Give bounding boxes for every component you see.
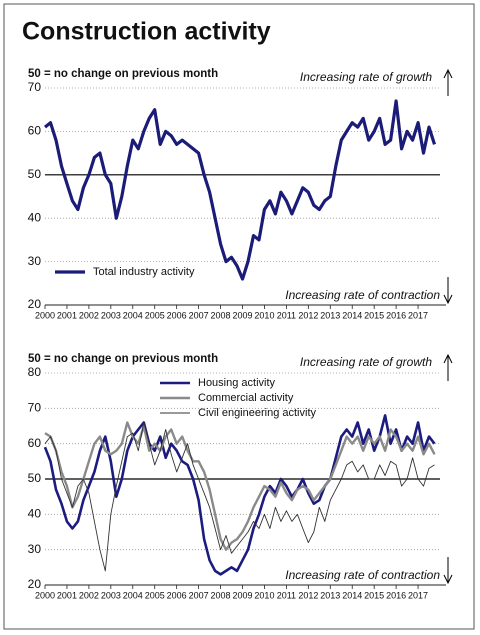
x-tick-label: 2017: [408, 590, 428, 600]
x-tick-label: 2007: [189, 590, 209, 600]
x-tick-label: 2009: [232, 590, 252, 600]
x-tick-label: 2011: [277, 310, 296, 320]
y-tick-label: 40: [28, 210, 42, 224]
x-tick-label: 2004: [123, 590, 143, 600]
x-tick-label: 2002: [79, 310, 99, 320]
x-tick-label: 2017: [408, 310, 428, 320]
series-line: [44, 422, 435, 572]
note: 50 = no change on previous month: [28, 68, 218, 80]
annotation-bottom: Increasing rate of contraction: [285, 568, 440, 582]
x-tick-label: 2006: [167, 590, 187, 600]
x-tick-label: 2015: [364, 590, 384, 600]
x-tick-label: 2004: [123, 310, 143, 320]
y-tick-label: 30: [28, 542, 42, 556]
y-tick-label: 20: [28, 297, 42, 311]
x-tick-label: 2013: [320, 310, 340, 320]
legend-label: Commercial activity: [198, 392, 294, 404]
y-tick-label: 30: [28, 254, 42, 268]
x-tick-label: 2014: [342, 590, 362, 600]
x-tick-label: 2015: [364, 310, 384, 320]
y-tick-label: 70: [28, 80, 42, 94]
x-tick-label: 2010: [254, 310, 274, 320]
y-tick-label: 40: [28, 507, 42, 521]
annotation-bottom: Increasing rate of contraction: [285, 288, 440, 302]
x-tick-label: 2005: [145, 590, 165, 600]
x-tick-label: 2001: [57, 310, 77, 320]
x-tick-label: 2016: [386, 310, 406, 320]
x-tick-label: 2000: [35, 590, 55, 600]
y-tick-label: 50: [28, 471, 42, 485]
series-line: [44, 99, 437, 281]
x-tick-label: 2008: [211, 590, 231, 600]
x-tick-label: 2001: [57, 590, 77, 600]
x-tick-label: 2003: [101, 310, 121, 320]
y-tick-label: 60: [28, 436, 42, 450]
y-tick-label: 70: [28, 401, 42, 415]
x-tick-label: 2006: [167, 310, 187, 320]
y-tick-label: 50: [28, 167, 42, 181]
legend-label: Total industry activity: [93, 266, 195, 278]
annotation-top: Increasing rate of growth: [300, 70, 432, 84]
series-line: [44, 421, 436, 551]
y-tick-label: 80: [28, 365, 42, 379]
x-tick-label: 2009: [232, 310, 252, 320]
x-tick-label: 2000: [35, 310, 55, 320]
note: 50 = no change on previous month: [28, 353, 218, 365]
x-tick-label: 2002: [79, 590, 99, 600]
annotation-top: Increasing rate of growth: [300, 355, 432, 369]
x-tick-label: 2008: [211, 310, 231, 320]
legend-label: Civil engineering activity: [198, 407, 316, 419]
x-tick-label: 2013: [320, 590, 340, 600]
x-tick-label: 2010: [254, 590, 274, 600]
arrow-up: [443, 353, 453, 381]
x-tick-label: 2012: [298, 590, 318, 600]
frame: [3, 3, 475, 630]
series-line: [43, 414, 436, 576]
legend-label: Housing activity: [198, 377, 276, 389]
x-tick-label: 2014: [342, 310, 362, 320]
page-title: Construction activity: [22, 18, 271, 46]
x-tick-label: 2016: [386, 590, 406, 600]
y-tick-label: 60: [28, 124, 42, 138]
x-tick-label: 2003: [101, 590, 121, 600]
x-tick-label: 2011: [277, 590, 296, 600]
x-tick-label: 2012: [298, 310, 318, 320]
arrow-down: [443, 277, 453, 305]
x-tick-label: 2005: [145, 310, 165, 320]
x-tick-label: 2007: [189, 310, 209, 320]
y-tick-label: 20: [28, 577, 42, 591]
arrow-down: [443, 557, 453, 585]
arrow-up: [443, 68, 453, 96]
